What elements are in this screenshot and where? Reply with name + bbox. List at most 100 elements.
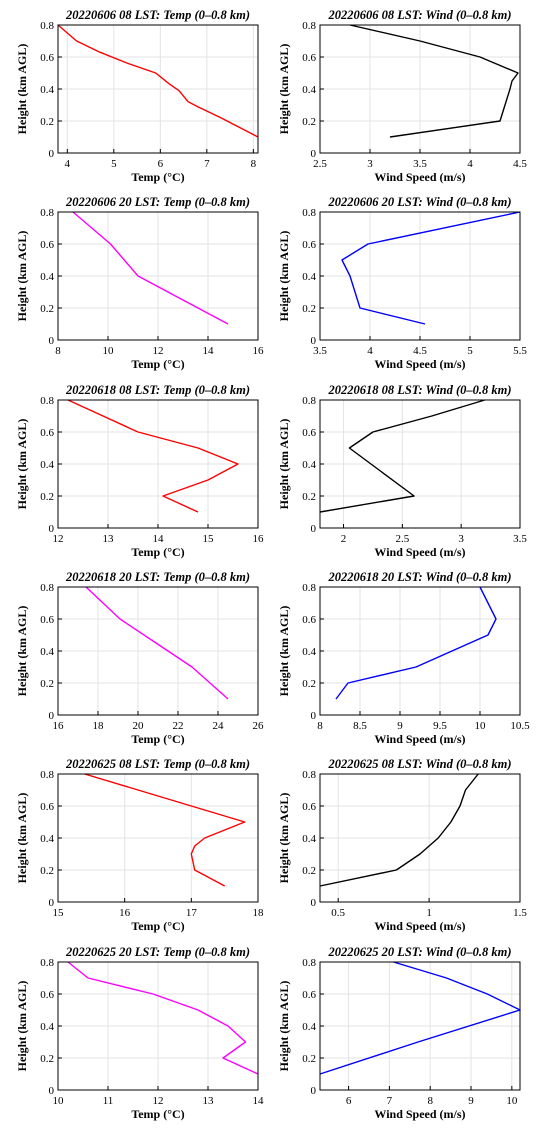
x-tick-label: 13 bbox=[103, 533, 115, 545]
x-tick-label: 4.5 bbox=[513, 158, 527, 170]
y-tick-label: 0.6 bbox=[302, 239, 316, 251]
chart-title: 20220625 08 LST: Temp (0–0.8 km) bbox=[65, 757, 250, 771]
x-tick-label: 18 bbox=[93, 720, 105, 732]
y-tick-label: 0.2 bbox=[40, 491, 54, 503]
y-tick-label: 0.6 bbox=[302, 989, 316, 1001]
chart-panel-2: 2.5 3 3.5 4 4.5 0 0.2 0.4 0.6 0.8 20220606 08 LST:… bbox=[277, 8, 527, 184]
x-tick-label: 4 bbox=[367, 345, 373, 357]
y-axis-label: Height (km AGL) bbox=[15, 231, 29, 322]
y-axis-label: Height (km AGL) bbox=[277, 793, 291, 884]
x-tick-label: 18 bbox=[253, 907, 265, 919]
y-tick-label: 0.4 bbox=[302, 271, 316, 283]
chart-panel-4: 3.5 4 4.5 5 5.5 0 0.2 0.4 0.6 0.8 20220606 20 LST:… bbox=[277, 195, 527, 371]
y-tick-label: 0.4 bbox=[40, 459, 54, 471]
chart-panel-10: 0.5 1 1.5 0 0.2 0.4 0.6 0.8 20220625 08 LST: Win… bbox=[277, 757, 527, 933]
y-tick-label: 0.6 bbox=[302, 52, 316, 64]
y-tick-label: 0 bbox=[49, 1085, 55, 1097]
x-tick-label: 8 bbox=[427, 1095, 433, 1107]
series-line bbox=[319, 399, 485, 513]
y-tick-label: 0.2 bbox=[302, 1053, 316, 1065]
y-tick-label: 0.8 bbox=[40, 769, 54, 781]
x-tick-label: 4 bbox=[65, 158, 71, 170]
y-axis-label: Height (km AGL) bbox=[277, 606, 291, 697]
y-tick-label: 0.4 bbox=[302, 84, 316, 96]
y-tick-label: 0.8 bbox=[302, 769, 316, 781]
x-tick-label: 2.5 bbox=[313, 158, 327, 170]
x-tick-label: 4.5 bbox=[413, 345, 427, 357]
y-tick-label: 0.4 bbox=[40, 271, 54, 283]
x-tick-label: 9 bbox=[468, 1095, 474, 1107]
y-tick-label: 0.6 bbox=[40, 801, 54, 813]
chart-panel-7: 16 18 20 22 24 26 0 0.2 0.4 0.6 0.8 20220618 20 LST… bbox=[15, 570, 264, 746]
y-tick-label: 0.6 bbox=[302, 614, 316, 626]
x-axis-label: Wind Speed (m/s) bbox=[374, 732, 465, 746]
y-tick-label: 0.2 bbox=[302, 865, 316, 877]
x-tick-label: 8.5 bbox=[353, 720, 367, 732]
y-tick-label: 0.4 bbox=[40, 84, 54, 96]
series-line bbox=[57, 24, 259, 138]
x-tick-label: 3 bbox=[458, 533, 464, 545]
y-tick-label: 0.6 bbox=[40, 614, 54, 626]
x-tick-label: 2.5 bbox=[395, 533, 409, 545]
y-tick-label: 0.2 bbox=[302, 678, 316, 690]
x-axis-label: Wind Speed (m/s) bbox=[374, 919, 465, 933]
y-tick-label: 0 bbox=[49, 523, 55, 535]
y-axis-label: Height (km AGL) bbox=[277, 231, 291, 322]
y-tick-label: 0.6 bbox=[40, 239, 54, 251]
x-tick-label: 10 bbox=[506, 1095, 518, 1107]
x-tick-label: 24 bbox=[213, 720, 225, 732]
y-tick-label: 0.4 bbox=[40, 833, 54, 845]
x-tick-label: 10.5 bbox=[510, 720, 530, 732]
y-tick-label: 0.8 bbox=[302, 207, 316, 219]
x-tick-label: 9 bbox=[397, 720, 403, 732]
series-line bbox=[341, 211, 521, 325]
series-line bbox=[67, 961, 259, 1075]
x-tick-label: 5.5 bbox=[513, 345, 527, 357]
x-tick-label: 3.5 bbox=[413, 158, 427, 170]
x-tick-label: 0.5 bbox=[331, 907, 345, 919]
y-axis-label: Height (km AGL) bbox=[15, 793, 29, 884]
chart-title: 20220606 08 LST: Wind (0–0.8 km) bbox=[327, 8, 511, 22]
y-tick-label: 0 bbox=[311, 335, 317, 347]
y-tick-label: 0.8 bbox=[40, 957, 54, 969]
y-axis-label: Height (km AGL) bbox=[277, 419, 291, 510]
y-tick-label: 0 bbox=[49, 148, 55, 160]
x-tick-label: 10 bbox=[53, 1095, 65, 1107]
x-tick-label: 15 bbox=[53, 907, 65, 919]
y-tick-label: 0.2 bbox=[40, 116, 54, 128]
x-tick-label: 11 bbox=[103, 1095, 114, 1107]
chart-title: 20220618 20 LST: Temp (0–0.8 km) bbox=[65, 570, 250, 584]
chart-title: 20220625 20 LST: Wind (0–0.8 km) bbox=[327, 945, 511, 959]
x-tick-label: 10 bbox=[475, 720, 487, 732]
y-axis-label: Height (km AGL) bbox=[15, 419, 29, 510]
chart-title: 20220625 08 LST: Wind (0–0.8 km) bbox=[327, 757, 511, 771]
y-tick-label: 0.4 bbox=[302, 646, 316, 658]
chart-panel-9: 15 16 17 18 0 0.2 0.4 0.6 0.8 20220625 08 LST: Te… bbox=[15, 757, 264, 933]
x-tick-label: 17 bbox=[186, 907, 198, 919]
x-tick-label: 8 bbox=[317, 720, 323, 732]
x-tick-label: 1.5 bbox=[513, 907, 527, 919]
series-line bbox=[72, 211, 229, 325]
x-tick-label: 13 bbox=[203, 1095, 215, 1107]
series-line bbox=[319, 773, 479, 887]
y-tick-label: 0.6 bbox=[302, 801, 316, 813]
y-tick-label: 0.6 bbox=[40, 989, 54, 1001]
chart-panel-8: 8 8.5 9 9.5 10 10.5 0 0.2 0.4 0.6 0.8 20220618 20 L… bbox=[277, 570, 530, 746]
y-tick-label: 0.8 bbox=[302, 395, 316, 407]
y-tick-label: 0.6 bbox=[302, 427, 316, 439]
x-axis-label: Temp (°C) bbox=[131, 919, 184, 933]
x-tick-label: 4 bbox=[467, 158, 473, 170]
y-tick-label: 0 bbox=[49, 897, 55, 909]
chart-panel-3: 8 10 12 14 16 0 0.2 0.4 0.6 0.8 20220606 20 LST: T… bbox=[15, 195, 264, 371]
y-tick-label: 0 bbox=[311, 710, 317, 722]
y-tick-label: 0.4 bbox=[302, 1021, 316, 1033]
x-tick-label: 1 bbox=[426, 907, 432, 919]
x-axis-label: Temp (°C) bbox=[131, 357, 184, 371]
chart-panel-5: 12 13 14 15 16 0 0.2 0.4 0.6 0.8 20220618 08 LST: … bbox=[15, 383, 264, 559]
y-tick-label: 0.2 bbox=[40, 303, 54, 315]
x-tick-label: 3 bbox=[367, 158, 373, 170]
x-tick-label: 14 bbox=[153, 533, 165, 545]
y-tick-label: 0.8 bbox=[40, 207, 54, 219]
y-tick-label: 0.2 bbox=[40, 865, 54, 877]
